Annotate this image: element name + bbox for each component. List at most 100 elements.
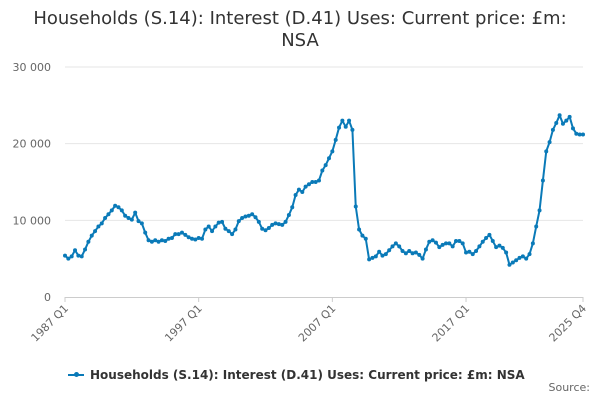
data-point[interactable] [400,249,405,253]
data-point[interactable] [577,132,582,137]
data-point[interactable] [540,178,545,183]
data-point[interactable] [246,213,251,218]
data-point[interactable] [527,252,532,257]
data-point[interactable] [457,239,462,244]
data-point[interactable] [286,212,291,217]
data-point[interactable] [230,232,235,237]
data-point[interactable] [159,238,164,243]
data-point[interactable] [574,131,579,136]
legend[interactable]: Households (S.14): Interest (D.41) Uses:… [68,367,525,383]
data-point[interactable] [96,224,101,229]
data-point[interactable] [129,217,134,222]
data-point[interactable] [316,178,321,183]
data-point[interactable] [156,239,161,244]
data-point[interactable] [560,121,565,126]
data-point[interactable] [557,113,562,118]
data-point[interactable] [363,236,368,241]
data-point[interactable] [534,224,539,229]
data-point[interactable] [123,213,128,218]
data-point[interactable] [470,252,475,257]
data-point[interactable] [153,238,158,243]
data-point[interactable] [377,249,382,254]
data-point[interactable] [507,262,512,267]
data-point[interactable] [163,239,168,244]
data-point[interactable] [240,216,245,221]
data-point[interactable] [166,236,171,241]
data-point[interactable] [467,249,472,254]
data-point[interactable] [327,156,332,161]
data-point[interactable] [133,210,138,215]
data-point[interactable] [490,239,495,244]
data-point[interactable] [143,230,148,235]
data-point[interactable] [520,254,525,259]
data-point[interactable] [109,208,114,213]
data-point[interactable] [189,236,194,241]
data-point[interactable] [263,228,268,233]
data-point[interactable] [544,149,549,154]
data-point[interactable] [290,205,295,210]
data-point[interactable] [494,245,499,250]
data-point[interactable] [283,219,288,224]
data-point[interactable] [226,229,231,234]
data-point[interactable] [477,244,482,249]
data-point[interactable] [193,237,198,242]
data-point[interactable] [93,229,98,234]
data-point[interactable] [567,114,572,119]
data-point[interactable] [216,220,221,225]
data-point[interactable] [300,189,305,194]
data-point[interactable] [410,251,415,256]
data-point[interactable] [350,127,355,132]
data-point[interactable] [550,127,555,132]
data-point[interactable] [450,244,455,249]
data-point[interactable] [99,221,104,226]
data-point[interactable] [370,255,375,260]
data-point[interactable] [126,216,131,221]
data-point[interactable] [413,250,418,255]
data-point[interactable] [106,212,111,217]
data-point[interactable] [136,219,141,224]
data-point[interactable] [460,241,465,246]
data-point[interactable] [347,118,352,123]
data-point[interactable] [293,193,298,198]
data-point[interactable] [570,126,575,131]
data-point[interactable] [323,163,328,168]
data-point[interactable] [500,245,505,250]
data-point[interactable] [420,256,425,261]
data-point[interactable] [116,205,121,210]
data-point[interactable] [343,124,348,129]
data-point[interactable] [266,226,271,230]
data-point[interactable] [66,256,71,261]
data-point[interactable] [256,219,261,224]
data-point[interactable] [357,227,362,232]
data-point[interactable] [537,208,542,213]
data-point[interactable] [313,180,318,184]
data-point[interactable] [510,260,515,265]
data-point[interactable] [530,241,535,246]
data-point[interactable] [433,240,438,245]
data-point[interactable] [454,239,459,244]
data-point[interactable] [233,227,238,232]
data-point[interactable] [179,230,184,235]
data-point[interactable] [270,222,275,227]
data-point[interactable] [146,238,151,243]
data-point[interactable] [169,235,174,240]
data-point[interactable] [276,222,281,227]
data-point[interactable] [260,226,265,231]
data-point[interactable] [303,184,308,189]
data-point[interactable] [69,254,74,259]
data-point[interactable] [76,253,81,258]
data-point[interactable] [464,250,469,255]
data-point[interactable] [524,256,529,261]
data-point[interactable] [514,258,519,263]
data-point[interactable] [86,239,91,244]
data-point[interactable] [220,219,225,224]
data-point[interactable] [103,216,108,221]
data-point[interactable] [373,254,378,259]
data-point[interactable] [139,221,144,226]
data-point[interactable] [517,255,522,260]
data-point[interactable] [280,222,285,227]
data-point[interactable] [173,232,178,237]
data-point[interactable] [403,251,408,256]
data-point[interactable] [437,245,442,250]
data-point[interactable] [243,214,248,219]
